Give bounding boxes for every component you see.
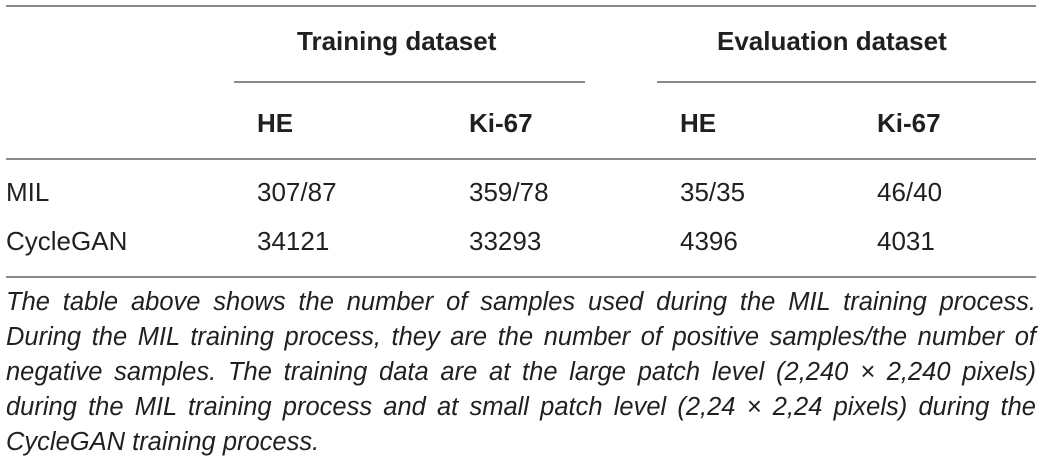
- group-header-evaluation: Evaluation dataset: [717, 26, 947, 56]
- cell-cyclegan-evaluation-he: 4396: [680, 226, 738, 256]
- col-header-training-ki67: Ki-67: [469, 108, 533, 138]
- header-bottom-rule: [6, 158, 1036, 160]
- col-header-training-he: HE: [257, 108, 294, 138]
- table-bottom-rule: [6, 276, 1036, 278]
- table-footnote: The table above shows the number of samp…: [6, 288, 1036, 456]
- cell-mil-training-ki67: 359/78: [469, 177, 549, 207]
- cell-mil-evaluation-he: 35/35: [680, 177, 746, 207]
- col-header-evaluation-ki67: Ki-67: [877, 108, 941, 138]
- cell-cyclegan-training-he: 34121: [257, 226, 330, 256]
- group-header-training: Training dataset: [297, 26, 497, 56]
- evaluation-group-rule: [657, 81, 1036, 83]
- table-top-rule: [6, 5, 1036, 7]
- cell-cyclegan-training-ki67: 33293: [469, 226, 542, 256]
- row-label-cyclegan: CycleGAN: [6, 226, 128, 256]
- col-header-evaluation-he: HE: [680, 108, 717, 138]
- row-label-mil: MIL: [6, 177, 50, 207]
- training-group-rule: [234, 81, 585, 83]
- cell-mil-training-he: 307/87: [257, 177, 337, 207]
- cell-mil-evaluation-ki67: 46/40: [877, 177, 943, 207]
- cell-cyclegan-evaluation-ki67: 4031: [877, 226, 935, 256]
